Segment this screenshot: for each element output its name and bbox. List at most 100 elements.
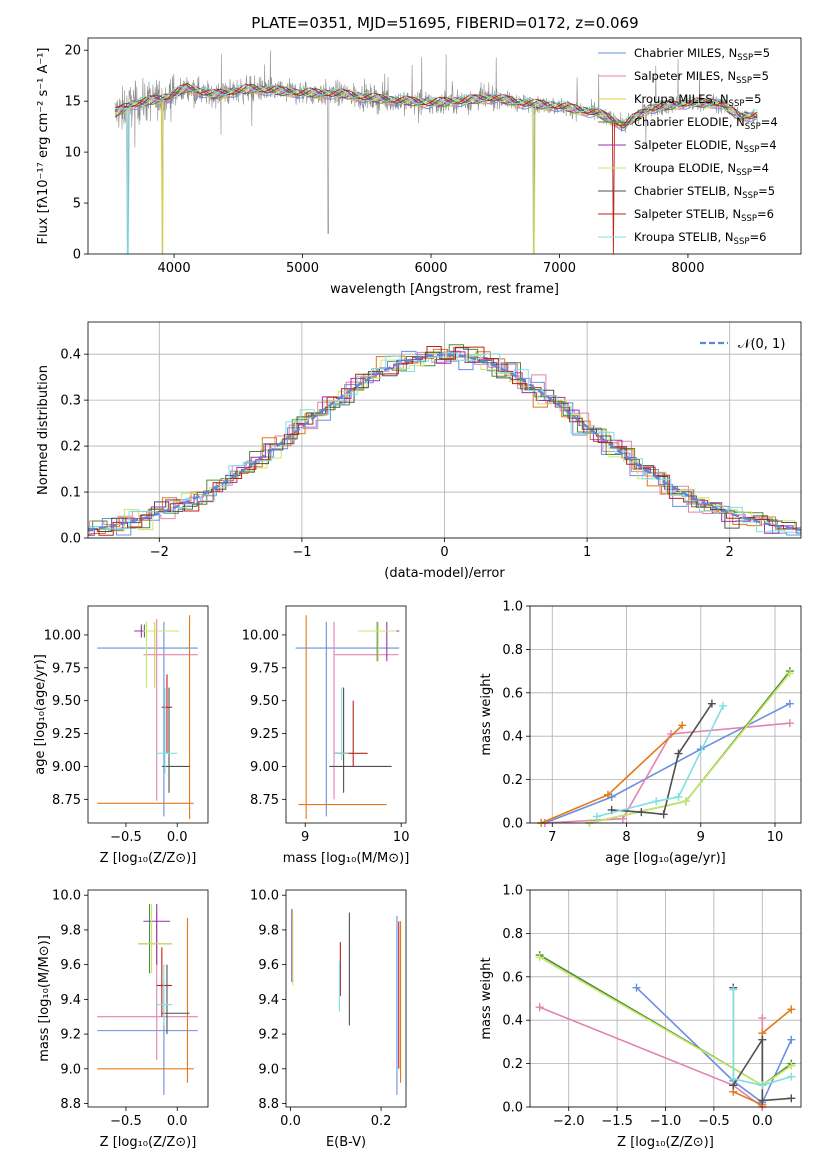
y-tick-label: 1.0 xyxy=(502,884,523,899)
point-marker-orange xyxy=(603,790,612,799)
y-tick-label: 5 xyxy=(73,197,81,212)
point-marker-chabrier_stelib xyxy=(758,1096,767,1105)
legend-label: Chabrier ELODIE, NSSP=4 xyxy=(634,115,778,132)
x-tick-label: 0.0 xyxy=(167,830,188,845)
point-marker-salpeter_miles xyxy=(785,719,794,728)
axes-frame xyxy=(285,889,407,1108)
legend-label-name: Salpeter ELODIE, N xyxy=(634,138,744,152)
y-tick-label: 1.0 xyxy=(502,600,523,615)
y-tick-label: 9.00 xyxy=(250,760,279,775)
x-tick-label: −0.5 xyxy=(698,1114,730,1129)
point-marker-kroupa_stelib xyxy=(674,792,683,801)
model-spectrum-salpeter_stelib xyxy=(114,84,758,254)
x-tick-label: −2 xyxy=(150,545,169,560)
x-axis-label: age [log₁₀(age/yr)] xyxy=(605,851,726,866)
legend-label: Chabrier MILES, NSSP=5 xyxy=(634,46,770,63)
x-tick-label: 8000 xyxy=(671,261,704,276)
model-spectrum-kroupa_stelib xyxy=(114,84,758,254)
y-tick-label: 0 xyxy=(73,248,81,263)
point-marker-orange xyxy=(678,721,687,730)
legend-label-sub: SSP xyxy=(734,237,750,247)
legend-label-name: Kroupa ELODIE, N xyxy=(634,161,736,175)
legend-label: Salpeter STELIB, NSSP=6 xyxy=(634,207,774,224)
y-tick-label: 10.00 xyxy=(44,628,81,643)
y-tick-label: 0.2 xyxy=(502,773,523,788)
x-tick-label: 7000 xyxy=(543,261,576,276)
figure-title: PLATE=0351, MJD=51695, FIBERID=0172, z=0… xyxy=(251,14,638,32)
point-marker-chabrier_miles xyxy=(632,983,641,992)
axes-frame xyxy=(87,321,802,539)
y-axis-label: mass weight xyxy=(479,957,494,1039)
y-tick-label: 0.6 xyxy=(502,686,523,701)
y-tick-label: 0.4 xyxy=(60,348,81,363)
legend-label-sub: SSP xyxy=(744,145,760,155)
series-line-salpeter_miles xyxy=(544,722,790,824)
y-tick-label: 0.2 xyxy=(60,440,81,455)
point-marker-kroupa_stelib xyxy=(592,812,601,821)
mass-vs-metallicity-panel: −0.5 0.0 8.8 9.0 9.2 9.4 9.6 9.8 10.0 Z [log₁₀(Z/… xyxy=(37,889,209,1150)
y-tick-label: 0.6 xyxy=(502,970,523,985)
legend-label: Salpeter ELODIE, NSSP=4 xyxy=(634,138,777,155)
point-marker-kroupa_stelib xyxy=(652,797,661,806)
y-axis-label: age [log₁₀(age/yr)] xyxy=(33,654,48,775)
legend-label-n: =4 xyxy=(760,138,777,152)
legend-label-n: =5 xyxy=(752,69,769,83)
point-marker-chabrier_stelib xyxy=(787,1094,796,1103)
series-line-kroupa_elodie xyxy=(589,672,791,824)
axes-frame xyxy=(87,37,802,255)
y-tick-label: 0.2 xyxy=(502,1057,523,1072)
legend-label-n: =4 xyxy=(752,161,769,175)
y-axis-label: mass [log₁₀(M/M⊙)] xyxy=(37,935,52,1062)
mass-vs-extinction-panel: 0.0 0.2 8.8 9.0 9.2 9.4 9.6 9.8 10.0 E(B-V) xyxy=(250,889,407,1150)
x-tick-label: 0 xyxy=(440,545,448,560)
legend-label-name: Salpeter STELIB, N xyxy=(634,207,741,221)
y-tick-label: 9.0 xyxy=(258,1062,279,1077)
x-axis-label: Z [log₁₀(Z/Z⊙)] xyxy=(100,1135,197,1150)
y-tick-label: 9.50 xyxy=(52,694,81,709)
y-tick-label: 8.75 xyxy=(52,793,81,808)
legend-label-name: Kroupa STELIB, N xyxy=(634,230,734,244)
legend-label-name: Salpeter MILES, N xyxy=(634,69,736,83)
x-tick-label: 1 xyxy=(583,545,591,560)
legend-label: Salpeter MILES, NSSP=5 xyxy=(634,69,769,86)
legend-label-sub: SSP xyxy=(729,99,745,109)
y-tick-label: 0.0 xyxy=(60,532,81,547)
age-vs-metallicity-panel: −0.5 0.0 8.75 9.00 9.25 9.50 9.75 10.00 Z [log₁₀… xyxy=(33,605,209,866)
y-axis-label: mass weight xyxy=(479,673,494,755)
residual-histogram-panel: −2 −1 0 1 2 0.0 0.1 0.2 0.3 0.4 (data-model)/error… xyxy=(36,321,802,581)
x-tick-label: −1.5 xyxy=(601,1114,633,1129)
legend-label-sub: SSP xyxy=(741,214,757,224)
histogram-kroupa_stelib xyxy=(88,352,801,535)
axes-frame xyxy=(529,605,802,824)
legend-label-sub: SSP xyxy=(745,122,761,132)
x-axis-label: (data-model)/error xyxy=(384,566,505,581)
y-tick-label: 9.75 xyxy=(250,661,279,676)
y-tick-label: 9.25 xyxy=(52,727,81,742)
axes-frame xyxy=(87,889,209,1108)
x-tick-label: 0.0 xyxy=(752,1114,773,1129)
legend-label-name: Chabrier STELIB, N xyxy=(634,184,742,198)
x-tick-label: −1 xyxy=(292,545,311,560)
spectrum-panel: 4000 5000 6000 7000 8000 0 5 10 15 20 wavelength [… xyxy=(36,37,802,297)
x-tick-label: 7 xyxy=(548,830,556,845)
legend-label-name: Chabrier ELODIE, N xyxy=(634,115,745,129)
age-vs-mass-panel: 9 10 8.75 9.00 9.25 9.50 9.75 10.00 mass [log₁₀(… xyxy=(242,605,410,866)
y-tick-label: 9.6 xyxy=(258,958,279,973)
x-axis-label: mass [log₁₀(M/M⊙)] xyxy=(283,851,410,866)
x-tick-label: 4000 xyxy=(158,261,191,276)
histogram-chabrier_miles xyxy=(88,350,801,536)
x-tick-label: −2.0 xyxy=(553,1114,585,1129)
legend-label: Kroupa MILES, NSSP=5 xyxy=(634,92,761,109)
legend-label-n: =5 xyxy=(758,184,775,198)
point-marker-kroupa_stelib xyxy=(729,985,738,994)
point-marker-salpeter_miles xyxy=(535,1003,544,1012)
point-marker-kroupa_stelib xyxy=(758,1081,767,1090)
legend-label-name: Kroupa MILES, N xyxy=(634,92,729,106)
point-marker-salpeter_miles xyxy=(758,1014,767,1023)
y-tick-label: 9.4 xyxy=(258,993,279,1008)
y-tick-label: 0.4 xyxy=(502,1014,523,1029)
y-tick-label: 9.2 xyxy=(258,1028,279,1043)
y-tick-label: 8.8 xyxy=(258,1097,279,1112)
